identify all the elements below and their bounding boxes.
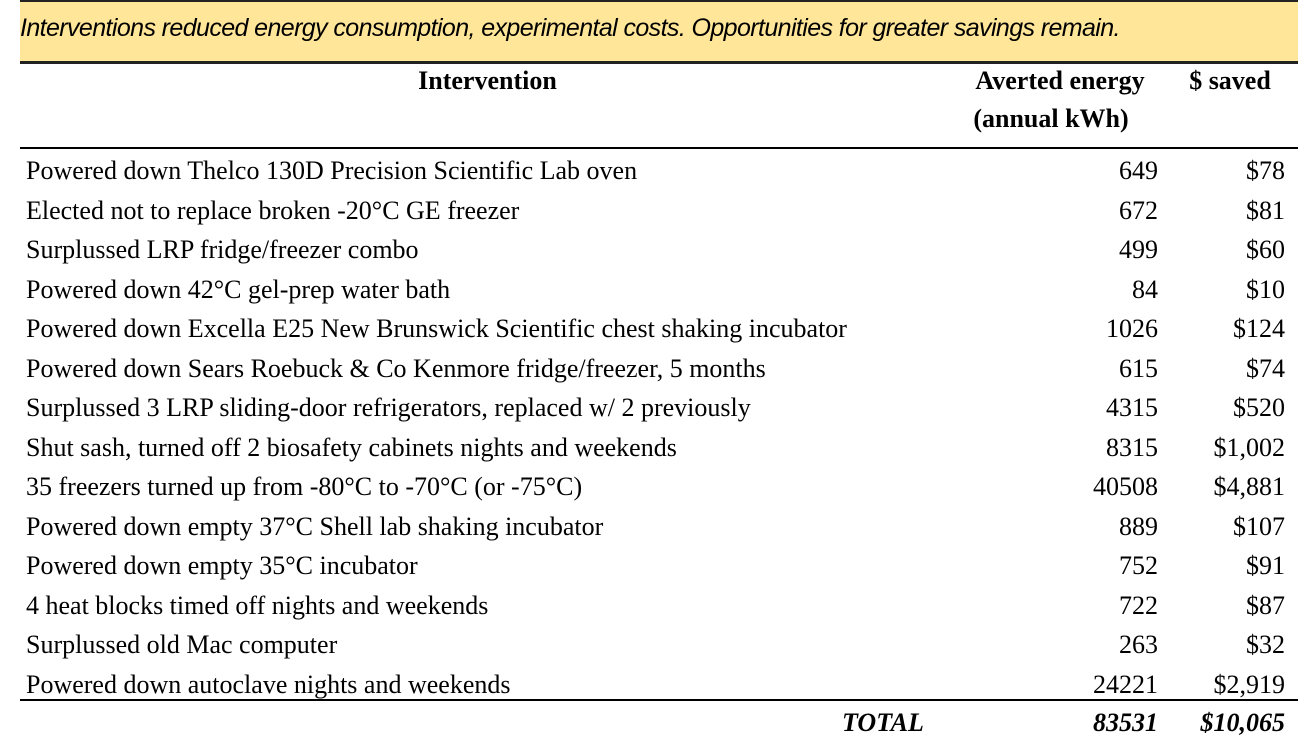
header-averted-energy: Averted energy (annual kWh) (955, 62, 1165, 138)
cell-saved: $78 (1246, 156, 1285, 185)
cell-intervention: Surplussed 3 LRP sliding-door refrigerat… (26, 393, 751, 422)
total-saved: $10,065 (1200, 708, 1286, 737)
cell-saved: $60 (1246, 235, 1285, 264)
table-row: Powered down Excella E25 New Brunswick S… (0, 309, 1312, 349)
table-row: Powered down 42°C gel-prep water bath 84 $… (0, 270, 1312, 310)
total-label: TOTAL (842, 708, 924, 737)
cell-kwh: 4315 (1106, 393, 1158, 422)
table-row: 4 heat blocks timed off nights and weeke… (0, 586, 1312, 626)
cell-intervention: Powered down empty 35°C incubator (26, 551, 418, 580)
header-saved: $ saved (1189, 66, 1271, 95)
cell-intervention: Powered down Sears Roebuck & Co Kenmore … (26, 353, 766, 383)
total-kwh: 83531 (1093, 708, 1158, 737)
table-row: Surplussed 3 LRP sliding-door refrigerat… (0, 388, 1312, 428)
cell-intervention: Powered down empty 37°C Shell lab shakin… (26, 511, 604, 541)
cell-intervention: Elected not to replace broken -20°C GE f… (26, 195, 520, 225)
cell-saved: $32 (1246, 630, 1285, 659)
total-row: TOTAL 83531 $10,065 (0, 703, 1312, 743)
summary-banner: Interventions reduced energy consumption… (20, 0, 1298, 64)
cell-saved: $74 (1246, 353, 1285, 383)
table-row: Powered down Thelco 130D Precision Scien… (0, 151, 1312, 191)
cell-kwh: 499 (1119, 235, 1158, 264)
cell-kwh: 615 (1119, 353, 1158, 383)
cell-intervention: 35 freezers turned up from -80°C to -70°… (26, 472, 583, 501)
cell-kwh: 40508 (1093, 472, 1158, 501)
cell-intervention: Surplussed LRP fridge/freezer combo (26, 235, 419, 264)
table-row: Elected not to replace broken -20°C GE f… (0, 191, 1312, 231)
cell-kwh: 24221 (1093, 669, 1158, 699)
table-row: Powered down autoclave nights and weeken… (0, 665, 1312, 705)
table-row: Powered down empty 37°C Shell lab shakin… (0, 507, 1312, 547)
cell-saved: $520 (1233, 393, 1285, 422)
cell-kwh: 84 (1132, 274, 1158, 304)
cell-kwh: 722 (1119, 590, 1158, 620)
table-row: Surplussed old Mac computer 263 $32 (0, 625, 1312, 665)
banner-text: Interventions reduced energy consumption… (20, 14, 1121, 42)
cell-saved: $124 (1233, 314, 1285, 343)
cell-intervention: 4 heat blocks timed off nights and weeke… (26, 590, 489, 620)
cell-intervention: Powered down Thelco 130D Precision Scien… (26, 156, 638, 185)
cell-kwh: 672 (1119, 195, 1158, 225)
header-intervention: Intervention (418, 66, 557, 95)
cell-kwh: 263 (1119, 630, 1158, 659)
cell-saved: $4,881 (1213, 472, 1286, 501)
cell-saved: $1,002 (1213, 432, 1286, 462)
cell-saved: $81 (1246, 195, 1285, 225)
cell-kwh: 8315 (1106, 432, 1158, 462)
cell-intervention: Powered down Excella E25 New Brunswick S… (26, 314, 847, 343)
table-row: Surplussed LRP fridge/freezer combo 499 $6… (0, 230, 1312, 270)
header-energy-line2: (annual kWh) (973, 104, 1129, 133)
table-row: 35 freezers turned up from -80°C to -70°… (0, 467, 1312, 507)
cell-kwh: 889 (1119, 511, 1158, 541)
table-row: Shut sash, turned off 2 biosafety cabine… (0, 428, 1312, 468)
cell-kwh: 752 (1119, 551, 1158, 580)
cell-intervention: Surplussed old Mac computer (26, 630, 338, 659)
cell-saved: $107 (1233, 511, 1285, 541)
table-row: Powered down Sears Roebuck & Co Kenmore … (0, 349, 1312, 389)
cell-saved: $87 (1246, 590, 1285, 620)
cell-saved: $91 (1246, 551, 1285, 580)
cell-saved: $10 (1246, 274, 1285, 304)
table-row: Powered down empty 35°C incubator 752 $91 (0, 546, 1312, 586)
cell-kwh: 1026 (1106, 314, 1158, 343)
header-rule (20, 147, 1298, 149)
total-rule (20, 699, 1298, 701)
cell-intervention: Powered down 42°C gel-prep water bath (26, 274, 451, 304)
cell-intervention: Shut sash, turned off 2 biosafety cabine… (26, 432, 677, 462)
header-energy-line1: Averted energy (975, 66, 1145, 95)
cell-intervention: Powered down autoclave nights and weeken… (26, 669, 511, 699)
cell-saved: $2,919 (1213, 669, 1286, 699)
cell-kwh: 649 (1119, 156, 1158, 185)
